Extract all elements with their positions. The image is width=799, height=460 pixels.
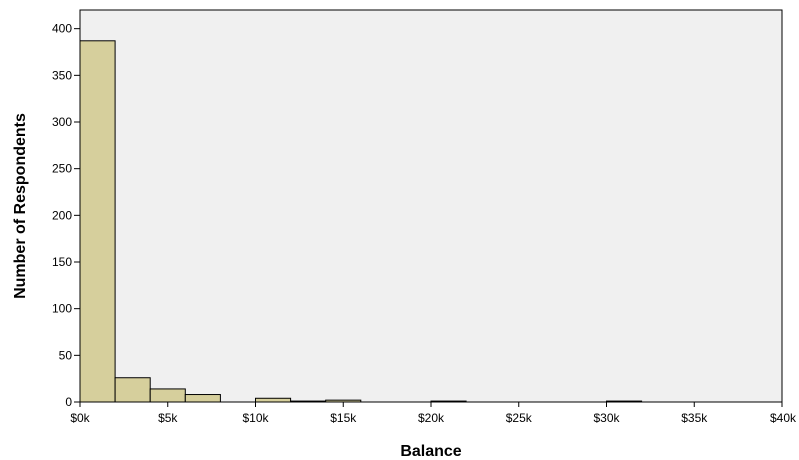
x-tick-label: $40k: [770, 411, 797, 425]
y-tick-label: 350: [52, 68, 72, 82]
x-tick-label: $35k: [681, 411, 708, 425]
y-tick-label: 100: [52, 302, 72, 316]
x-tick-label: $30k: [593, 411, 620, 425]
histogram-bar: [255, 397, 292, 403]
y-axis: 0 50 100 150 200 250 300 350 400: [52, 22, 80, 409]
x-tick-label: $15k: [330, 411, 357, 425]
x-tick-label: $5k: [158, 411, 178, 425]
y-tick-label: 150: [52, 255, 72, 269]
y-axis-title: Number of Respondents: [12, 113, 29, 299]
x-tick-label: $10k: [242, 411, 269, 425]
y-tick-label: 250: [52, 162, 72, 176]
x-tick-label: $25k: [506, 411, 533, 425]
histogram-bar: [430, 400, 467, 403]
y-tick-label: 0: [65, 395, 72, 409]
histogram-bar: [606, 400, 643, 403]
plot-area: [79, 9, 783, 403]
y-tick-label: 200: [52, 208, 72, 222]
y-tick-label: 400: [52, 22, 72, 36]
histogram-bar: [290, 400, 327, 403]
histogram-bar: [325, 399, 362, 403]
histogram-bar: [114, 377, 151, 403]
y-tick-label: 300: [52, 115, 72, 129]
x-axis-title: Balance: [400, 443, 461, 460]
x-tick-label: $20k: [418, 411, 445, 425]
histogram-bar: [79, 40, 116, 403]
bars-group: [79, 40, 643, 403]
x-axis: $0k $5k $10k $15k $20k $25k $30k $35k $40k: [70, 402, 797, 425]
y-tick-label: 50: [59, 348, 73, 362]
histogram-bar: [184, 394, 221, 403]
histogram-bar: [149, 388, 186, 403]
x-tick-label: $0k: [70, 411, 90, 425]
